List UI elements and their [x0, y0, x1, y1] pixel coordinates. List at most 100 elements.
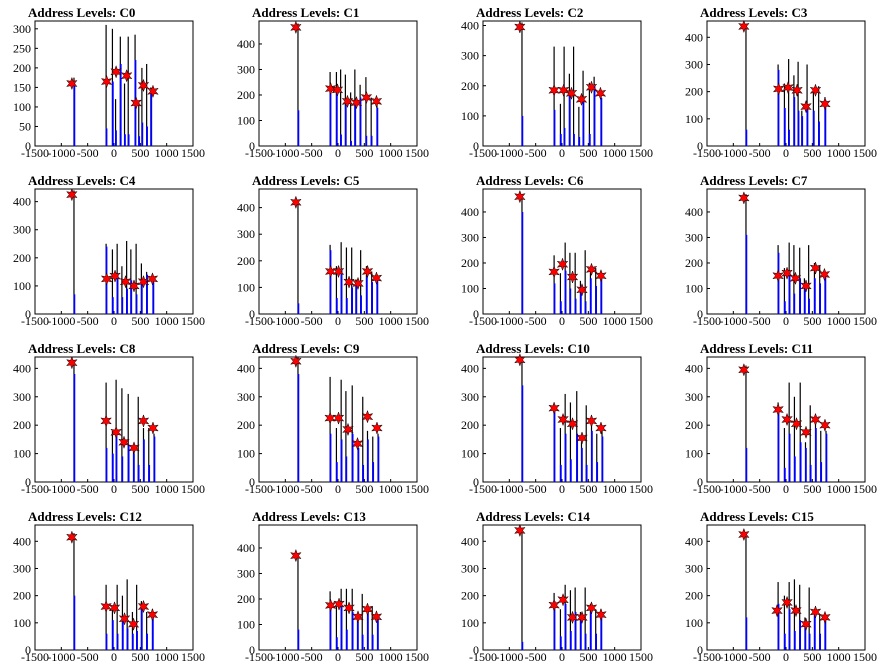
x-tick-label: -500	[749, 650, 771, 664]
x-tick-label: 1500	[181, 146, 205, 160]
chart-title: Address Levels: C0	[28, 5, 136, 20]
y-tick-label: 200	[13, 589, 31, 603]
y-tick-label: 100	[461, 447, 479, 461]
chart-svg: 0 100 200 300 400 -1500-1000 -500 0 500 1000 1500	[13, 524, 205, 664]
x-tick-label: -1000	[47, 314, 75, 328]
plot-frame	[482, 20, 642, 147]
y-tick-label: 100	[685, 112, 703, 126]
star-marker	[557, 83, 570, 98]
star-marker	[290, 20, 302, 35]
y-tick-label: 0	[249, 139, 255, 153]
star-marker	[800, 425, 812, 440]
y-tick-label: 300	[237, 566, 255, 580]
y-tick-label: 100	[685, 616, 703, 630]
y-tick-label: 0	[473, 307, 479, 321]
chart-panel: 0 100 200 300 400 -1500 -1000 -500 0 500 1000 1500 A…	[0, 504, 224, 672]
x-tick-label: 500	[803, 314, 821, 328]
y-tick-label: 400	[685, 534, 703, 548]
x-tick-label: -500	[749, 482, 771, 496]
star-marker	[146, 607, 159, 622]
star-marker	[819, 418, 831, 432]
plot-frame	[482, 524, 642, 651]
chart-svg: 0 100 200 300 400 -1500-1000 -500 0 500 1000 1500	[461, 353, 653, 496]
y-tick-label: 0	[697, 307, 703, 321]
x-tick-label: 1000	[155, 314, 179, 328]
y-tick-label: 200	[461, 79, 479, 93]
chart-title: Address Levels: C5	[252, 173, 360, 188]
star-marker	[548, 401, 560, 415]
star-marker	[819, 97, 831, 111]
star-marker	[781, 266, 793, 280]
star-marker	[130, 96, 142, 110]
star-marker	[331, 83, 344, 97]
star-marker	[324, 264, 337, 279]
y-tick-label: 0	[25, 643, 31, 657]
x-tick-label: 1000	[827, 650, 851, 664]
star-marker	[324, 81, 337, 96]
chart-title: Address Levels: C6	[476, 173, 584, 188]
chart-svg: 0 100 200 300 400 -1500-1000 -500 0 500 1000 1500	[461, 523, 653, 664]
x-tick-label: -1000	[495, 146, 523, 160]
chart-svg: 0 100 200 300 400 -1500-1000 -500 0 500 1000 1500	[237, 524, 429, 664]
star-marker	[352, 276, 364, 291]
y-tick-label: 200	[13, 418, 31, 432]
chart-svg: 0 100 200 300 400 -1500-1000 -500 0 500 1000 1500	[461, 19, 653, 160]
chart-svg: 0 100 200 300 400 -1500-1000 -500 0 500 1000 1500	[461, 188, 653, 328]
x-tick-label: 0	[335, 146, 341, 160]
x-tick-label: 500	[355, 482, 373, 496]
x-tick-label: -1000	[271, 314, 299, 328]
y-tick-label: 300	[461, 561, 479, 575]
x-tick-label: 1000	[603, 314, 627, 328]
star-marker	[565, 86, 578, 101]
chart-panel: 0 100 200 300 400 -1500 -1000 -500 0 500 1000 1500 A…	[672, 0, 896, 168]
x-tick-label: -1500	[469, 650, 497, 664]
chart-svg: 0 50 100 150 200 250 300 -1500-1000 -500 0 500 1000…	[13, 20, 205, 160]
chart-title: Address Levels: C10	[476, 341, 590, 356]
x-tick-label: -1500	[245, 314, 273, 328]
x-tick-label: -1000	[495, 482, 523, 496]
x-tick-label: -1500	[469, 314, 497, 328]
y-tick-label: 400	[237, 37, 255, 51]
y-tick-label: 300	[461, 390, 479, 404]
y-tick-label: 300	[13, 22, 31, 36]
star-marker	[595, 268, 607, 283]
star-marker	[333, 597, 345, 611]
x-tick-label: -500	[301, 146, 323, 160]
star-marker	[576, 610, 588, 625]
x-tick-label: -1500	[693, 482, 721, 496]
y-tick-label: 300	[13, 561, 31, 575]
chart-title: Address Levels: C14	[476, 509, 590, 524]
chart-title: Address Levels: C12	[28, 509, 142, 524]
x-tick-label: 1500	[405, 482, 429, 496]
star-marker	[350, 95, 363, 110]
x-tick-label: -1000	[271, 482, 299, 496]
y-tick-label: 200	[237, 254, 255, 268]
star-marker	[556, 257, 569, 272]
x-tick-label: 1500	[629, 146, 653, 160]
x-tick-label: 0	[783, 314, 789, 328]
y-tick-label: 400	[237, 201, 255, 215]
x-tick-label: 0	[111, 146, 117, 160]
star-marker	[548, 598, 560, 612]
star-marker	[332, 264, 345, 279]
star-marker	[818, 267, 831, 282]
x-tick-label: -500	[301, 650, 323, 664]
star-marker	[514, 189, 526, 204]
star-marker	[514, 20, 526, 34]
y-tick-label: 0	[473, 475, 479, 489]
x-tick-label: 1000	[379, 314, 403, 328]
x-tick-label: -500	[77, 146, 99, 160]
x-tick-label: 1500	[181, 650, 205, 664]
star-marker	[800, 617, 812, 631]
chart-panel: 0 100 200 300 400 -1500 -1000 -500 0 500 1000 1500 A…	[448, 168, 672, 336]
y-tick-label: 0	[473, 643, 479, 657]
x-tick-label: 500	[355, 314, 373, 328]
x-tick-label: 500	[131, 146, 149, 160]
star-marker	[791, 83, 803, 98]
y-tick-label: 400	[237, 541, 255, 555]
star-marker	[66, 76, 78, 91]
y-tick-label: 200	[685, 85, 703, 99]
star-marker	[772, 268, 784, 283]
star-marker	[146, 272, 159, 286]
star-marker	[324, 411, 336, 425]
